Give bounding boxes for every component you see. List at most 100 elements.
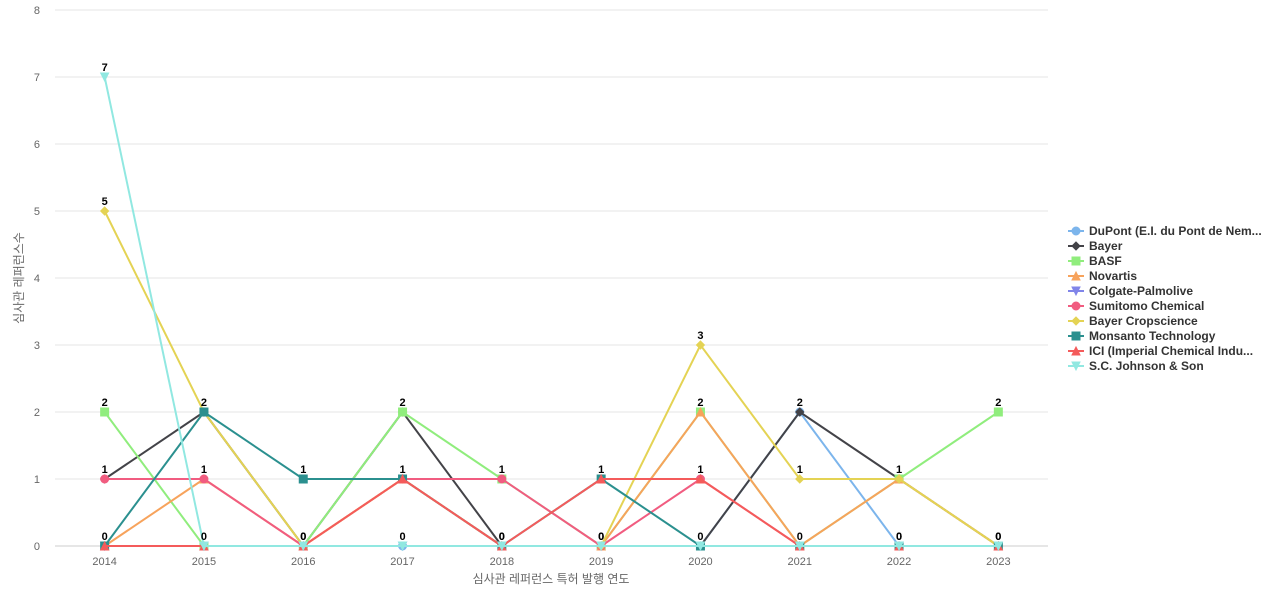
series-lines: [99, 72, 1004, 552]
data-label: 0: [499, 531, 505, 543]
data-point: [1071, 361, 1081, 372]
data-point: [99, 72, 110, 83]
legend-item[interactable]: Bayer Cropscience: [1068, 314, 1198, 328]
legend-label: DuPont (E.I. du Pont de Nem...: [1089, 224, 1262, 238]
data-point: [397, 473, 408, 484]
data-point: [695, 340, 706, 350]
data-point: [596, 541, 606, 552]
y-tick-label: 0: [34, 541, 40, 553]
data-point: [99, 206, 110, 216]
data-label: 1: [896, 464, 902, 476]
data-label: 0: [797, 531, 803, 543]
data-point: [993, 407, 1003, 417]
data-label: 0: [102, 531, 108, 543]
legend-item[interactable]: Bayer: [1068, 239, 1123, 253]
data-point: [1071, 241, 1081, 251]
legend-item[interactable]: Monsanto Technology: [1068, 329, 1216, 343]
data-point: [199, 407, 209, 417]
x-tick-label: 2023: [986, 556, 1010, 568]
data-point: [1071, 270, 1081, 281]
data-point: [695, 473, 706, 484]
data-label: 0: [598, 531, 604, 543]
data-label: 1: [102, 464, 108, 476]
y-tick-label: 5: [34, 206, 40, 218]
x-axis-title: 심사관 레퍼런스 특허 발행 연도: [473, 571, 630, 586]
legend-label: S.C. Johnson & Son: [1089, 359, 1204, 373]
data-label: 1: [499, 464, 505, 476]
legend-item[interactable]: Novartis: [1068, 269, 1137, 283]
data-point: [199, 474, 209, 484]
legend-item[interactable]: ICI (Imperial Chemical Indu...: [1068, 344, 1253, 358]
data-label: 1: [201, 464, 207, 476]
y-axis-ticks: 0 1 2 3 4 5 6 7 8: [34, 5, 40, 553]
x-axis-ticks: 2014 2015 2016 2017 2018 2019 2020 2021 2022 2023: [92, 556, 1010, 568]
data-label: 0: [300, 531, 306, 543]
legend-item[interactable]: Sumitomo Chemical: [1068, 299, 1204, 313]
series-line: [103, 76, 999, 547]
legend-label: Novartis: [1089, 269, 1137, 283]
x-tick-label: 2015: [192, 556, 216, 568]
x-tick-label: 2017: [390, 556, 414, 568]
x-tick-label: 2022: [887, 556, 911, 568]
data-point: [99, 540, 110, 551]
data-point: [1071, 226, 1081, 236]
data-point: [695, 406, 706, 417]
legend: DuPont (E.I. du Pont de Nem...BayerBASFN…: [1068, 224, 1262, 373]
data-label: 2: [201, 397, 207, 409]
y-tick-label: 2: [34, 407, 40, 419]
data-label: 0: [598, 531, 604, 543]
data-label: 3: [697, 330, 703, 342]
legend-item[interactable]: DuPont (E.I. du Pont de Nem...: [1068, 224, 1262, 238]
data-point: [795, 474, 805, 484]
series-9: [99, 473, 1004, 551]
y-tick-label: 8: [34, 5, 40, 17]
data-label: 0: [201, 531, 207, 543]
data-point: [100, 474, 110, 484]
data-label: 7: [102, 62, 108, 74]
legend-item[interactable]: BASF: [1068, 254, 1122, 268]
data-label: 0: [399, 531, 405, 543]
data-label: 0: [896, 531, 902, 543]
data-label: 1: [300, 464, 306, 476]
data-point: [1071, 256, 1081, 266]
data-point: [1071, 286, 1081, 297]
data-point: [1071, 301, 1081, 311]
legend-label: Monsanto Technology: [1089, 329, 1216, 343]
data-point: [497, 474, 507, 484]
data-point: [695, 541, 706, 552]
legend-item[interactable]: Colgate-Palmolive: [1068, 284, 1193, 298]
series-10: [99, 72, 1004, 552]
data-point: [298, 474, 308, 484]
x-tick-label: 2016: [291, 556, 315, 568]
data-point: [1071, 316, 1081, 326]
x-tick-label: 2019: [589, 556, 613, 568]
data-label: 0: [697, 531, 703, 543]
data-label: 0: [499, 531, 505, 543]
x-tick-label: 2018: [490, 556, 514, 568]
data-label: 1: [697, 464, 703, 476]
legend-label: ICI (Imperial Chemical Indu...: [1089, 344, 1253, 358]
data-label: 2: [399, 397, 405, 409]
data-label: 5: [102, 196, 108, 208]
data-point: [894, 474, 904, 484]
data-label: 1: [598, 464, 604, 476]
y-axis-title: 심사관 레퍼런스수: [12, 232, 26, 324]
legend-label: Bayer: [1089, 239, 1123, 253]
data-point: [398, 407, 408, 417]
legend-label: Bayer Cropscience: [1089, 314, 1198, 328]
x-tick-label: 2020: [688, 556, 712, 568]
data-label: 2: [697, 397, 703, 409]
legend-item[interactable]: S.C. Johnson & Son: [1068, 359, 1204, 373]
data-point: [596, 473, 606, 484]
data-label: 2: [102, 397, 108, 409]
data-label: 0: [300, 531, 306, 543]
x-tick-label: 2021: [788, 556, 812, 568]
data-label: 2: [995, 397, 1001, 409]
data-point: [1071, 345, 1081, 356]
series-line: [103, 210, 999, 548]
legend-label: BASF: [1089, 254, 1122, 268]
data-label: 2: [797, 397, 803, 409]
data-label: 0: [995, 531, 1001, 543]
